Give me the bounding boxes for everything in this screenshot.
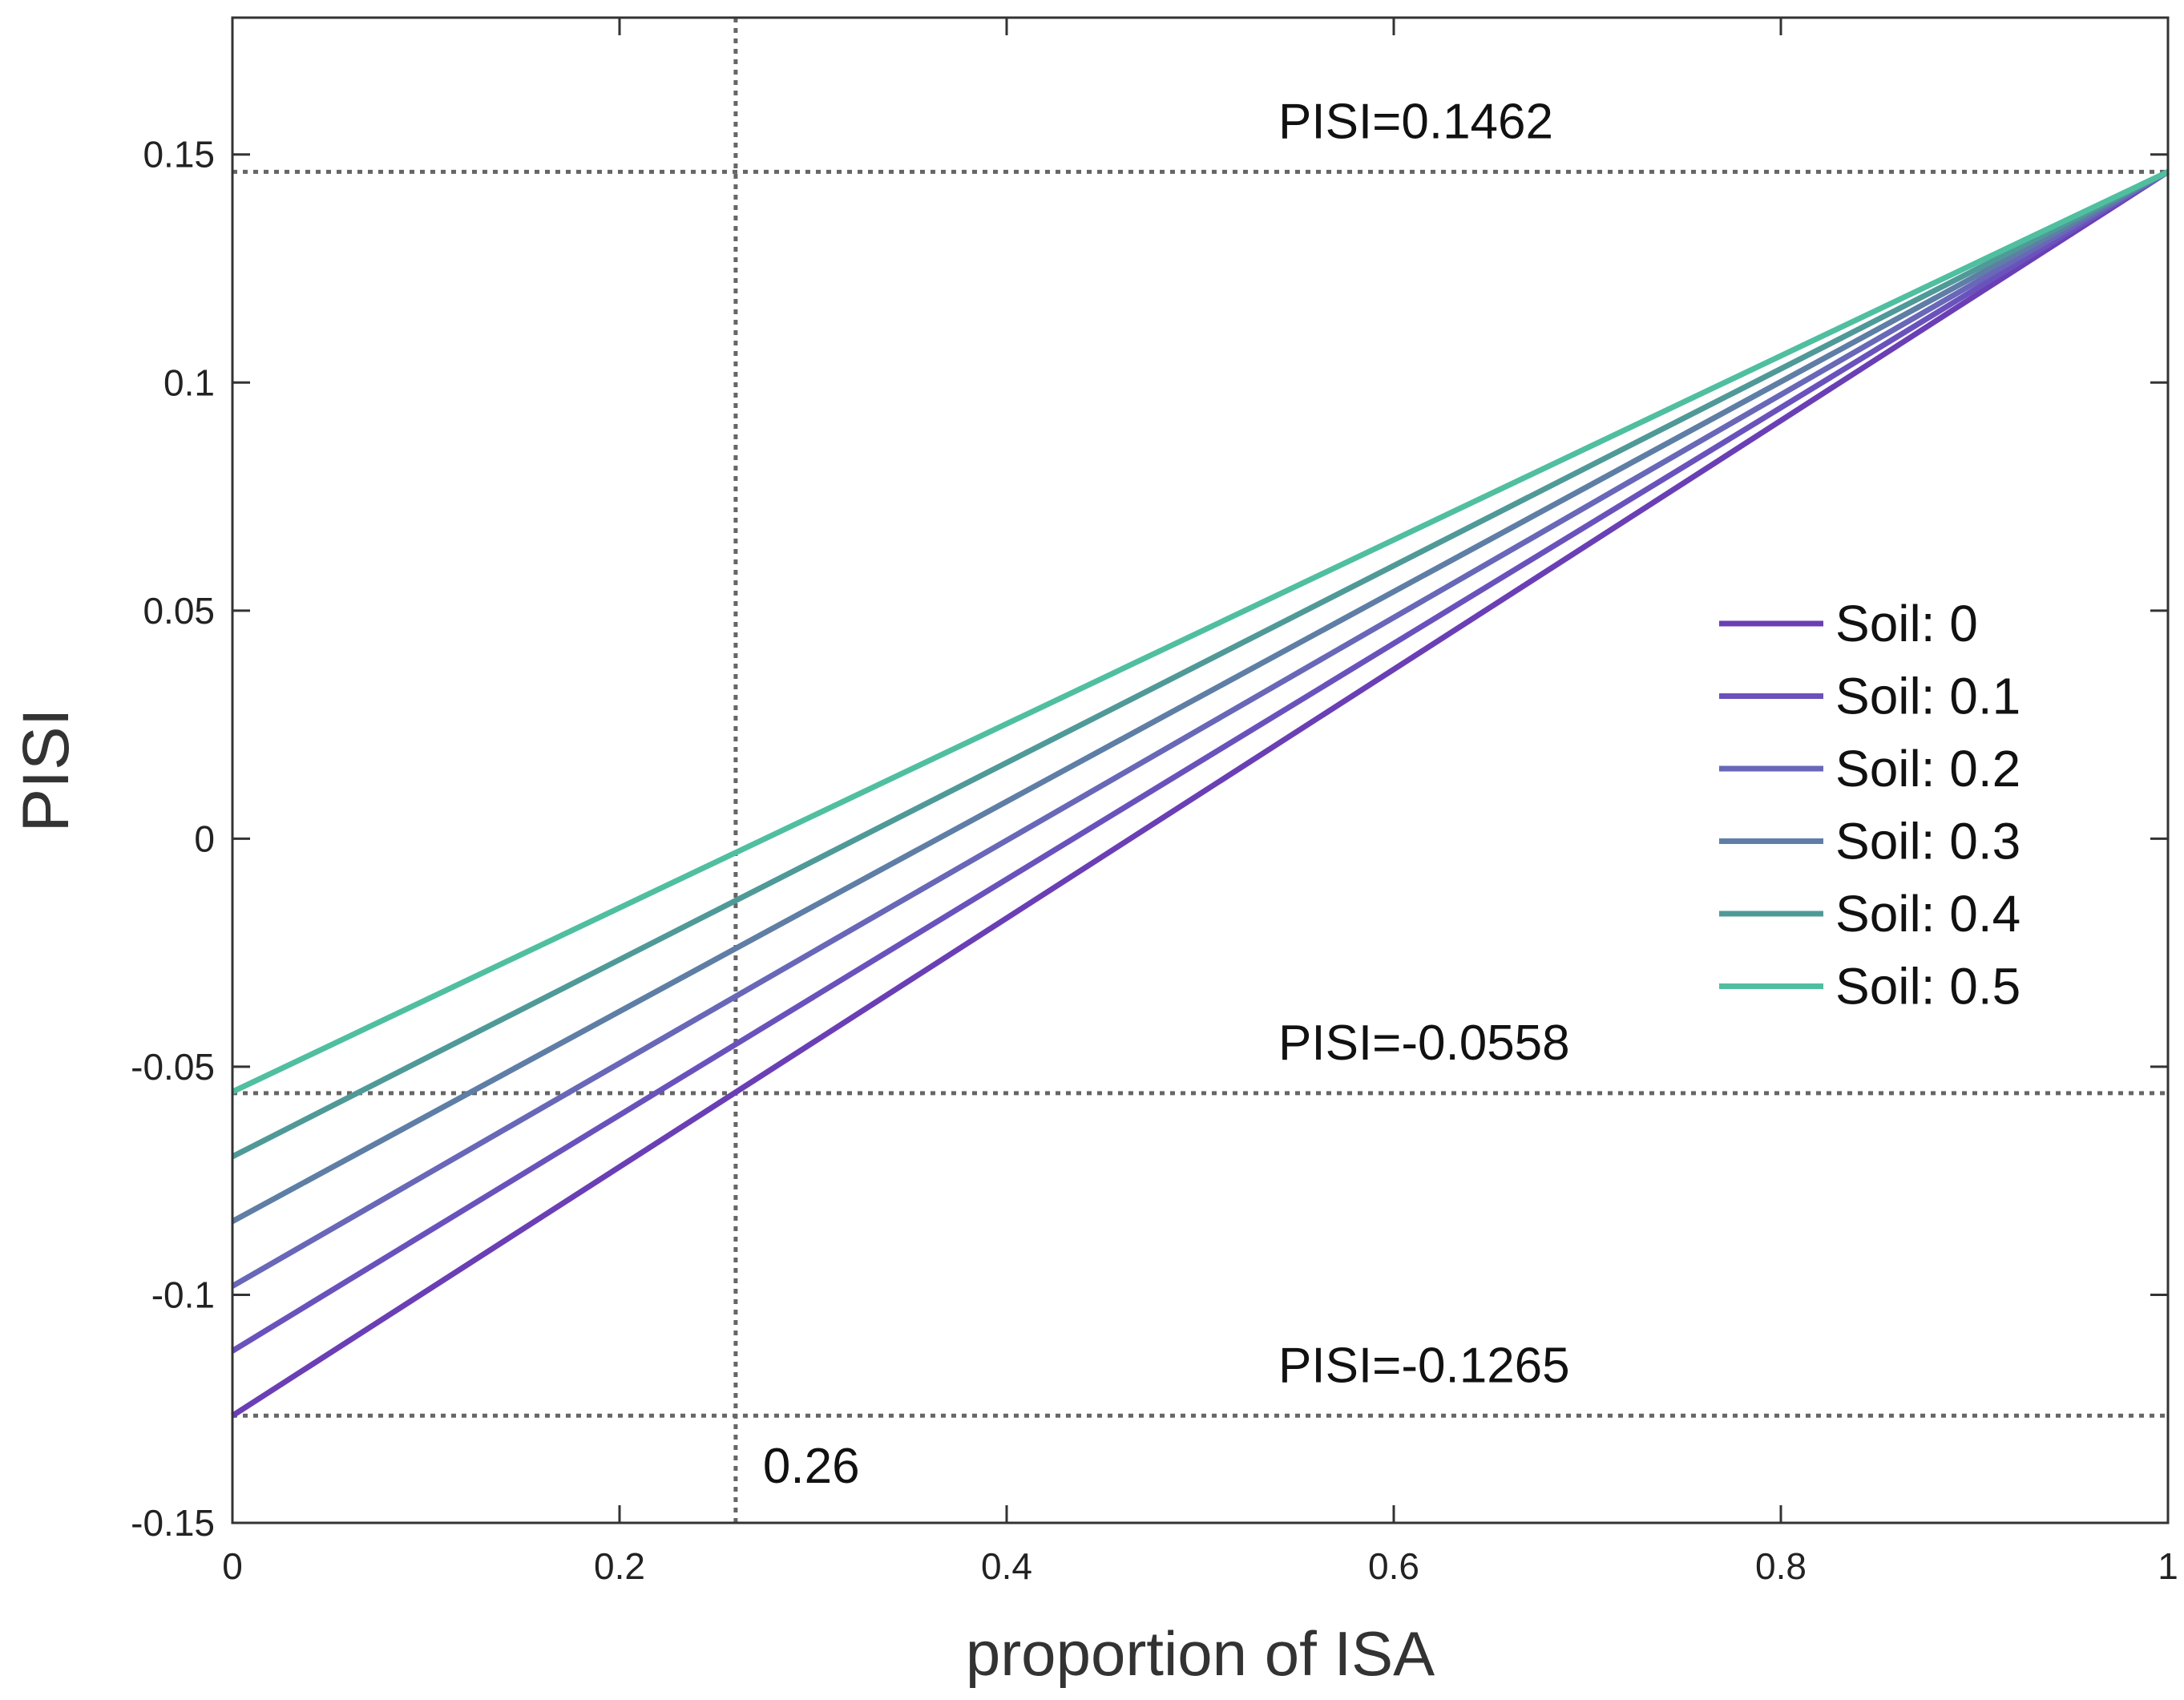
- legend-label: Soil: 0.2: [1835, 740, 2021, 798]
- x-tick-label: 0.4: [981, 1545, 1032, 1587]
- legend: Soil: 0 Soil: 0.1 Soil: 0.2 Soil: 0.3 Soil: …: [1719, 595, 2021, 1016]
- legend-label: Soil: 0: [1835, 595, 1978, 652]
- series-line-soil-4: [231, 169, 2170, 1160]
- y-tick-label: -0.1: [151, 1274, 215, 1315]
- ref-hline-bottom-label: PISI=-0.1265: [1278, 1338, 1570, 1393]
- axes: [231, 16, 2170, 1524]
- x-tick-label: 0.2: [594, 1545, 645, 1587]
- plot-area: [232, 18, 2168, 1523]
- x-tick-label: 0.6: [1368, 1545, 1419, 1587]
- ref-hline-top-label: PISI=0.1462: [1278, 94, 1553, 149]
- legend-label: Soil: 0.5: [1835, 958, 2021, 1016]
- series-line-soil-1: [231, 169, 2170, 1354]
- y-axis-ticks: -0.15 -0.1 -0.05 0 0.05 0.1 0.15: [131, 134, 2168, 1544]
- annotations: PISI=0.1462 PISI=-0.0558 PISI=-0.1265 0.26: [763, 94, 1570, 1494]
- y-tick-label: 0.05: [143, 590, 215, 632]
- x-axis-ticks: 0 0.2 0.4 0.6 0.8 1: [222, 18, 2178, 1587]
- y-tick-label: -0.05: [131, 1046, 215, 1088]
- y-tick-label: 0: [194, 818, 215, 859]
- plot-background: [232, 18, 2168, 1523]
- y-tick-label: 0.15: [143, 134, 215, 176]
- ref-hline-mid-label: PISI=-0.0558: [1278, 1016, 1570, 1071]
- axes-frame: [231, 16, 2170, 1524]
- y-tick-label: -0.15: [131, 1502, 215, 1544]
- x-tick-label: 0.8: [1755, 1545, 1807, 1587]
- y-axis-title: PISI: [10, 709, 83, 833]
- legend-label: Soil: 0.4: [1835, 885, 2021, 943]
- x-tick-label: 0: [222, 1545, 243, 1587]
- ref-vline-label: 0.26: [763, 1439, 860, 1494]
- reference-lines: [232, 18, 2168, 1523]
- series-line-soil-5: [231, 169, 2170, 1095]
- x-tick-label: 1: [2158, 1545, 2178, 1587]
- x-axis-title: proportion of ISA: [966, 1618, 1435, 1689]
- series-line-soil-3: [231, 169, 2170, 1224]
- series-line-soil-0: [231, 169, 2170, 1419]
- y-tick-label: 0.1: [163, 361, 215, 403]
- series-lines: [231, 169, 2170, 1419]
- legend-label: Soil: 0.1: [1835, 668, 2021, 725]
- series-line-soil-2: [231, 169, 2170, 1289]
- legend-label: Soil: 0.3: [1835, 813, 2021, 870]
